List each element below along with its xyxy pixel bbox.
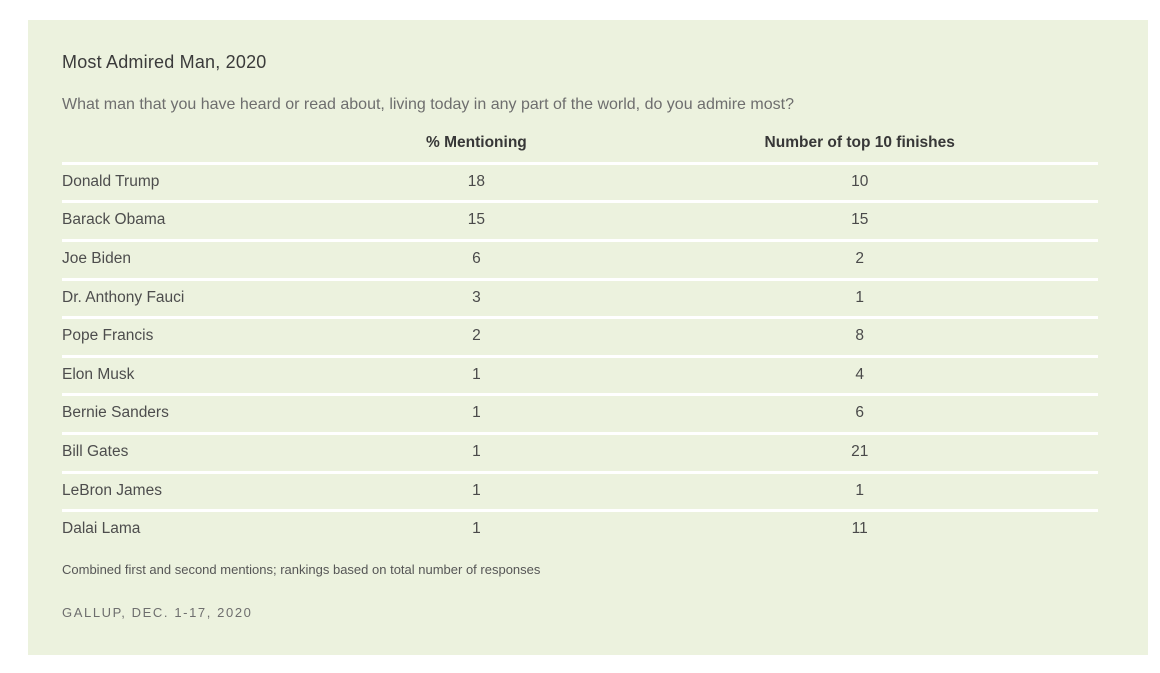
table-row: Donald Trump 18 10 — [62, 163, 1098, 202]
table-row: Dalai Lama 1 11 — [62, 510, 1098, 548]
top10-finishes-cell: 8 — [855, 327, 865, 345]
table-row: Pope Francis 2 8 — [62, 317, 1098, 357]
table-row: Joe Biden 6 2 — [62, 240, 1098, 279]
page-title: Most Admired Man, 2020 — [62, 52, 267, 72]
top10-finishes-cell: 1 — [855, 481, 865, 499]
table-row: Bernie Sanders 1 6 — [62, 394, 1098, 434]
person-name-cell: Dr. Anthony Fauci — [62, 288, 185, 306]
person-name-cell: Bill Gates — [62, 442, 129, 460]
column-header-pct-mentioning: % Mentioning — [426, 133, 527, 151]
table-row: Bill Gates 1 21 — [62, 433, 1098, 472]
pct-mentioning-cell: 18 — [467, 172, 486, 190]
column-header-name — [62, 134, 331, 164]
pct-mentioning-cell: 1 — [472, 520, 481, 538]
top10-finishes-cell: 6 — [855, 404, 865, 422]
table-row: Dr. Anthony Fauci 3 1 — [62, 279, 1098, 318]
top10-finishes-cell: 11 — [851, 520, 868, 538]
footnote: Combined first and second mentions; rank… — [62, 561, 541, 577]
person-name-cell: Joe Biden — [62, 249, 131, 267]
survey-question: What man that you have heard or read abo… — [62, 95, 794, 113]
table-row: LeBron James 1 1 — [62, 472, 1098, 511]
table-row: Barack Obama 15 15 — [62, 201, 1098, 241]
person-name-cell: Pope Francis — [62, 327, 154, 345]
table-header-row: % Mentioning Number of top 10 finishes — [62, 134, 1098, 164]
pct-mentioning-cell: 1 — [472, 481, 481, 499]
admired-man-table: % Mentioning Number of top 10 finishes D… — [62, 134, 1098, 548]
person-name-cell: Barack Obama — [62, 211, 166, 229]
pct-mentioning-cell: 1 — [472, 442, 481, 460]
top10-finishes-cell: 1 — [855, 288, 865, 306]
source-attribution: GALLUP, DEC. 1-17, 2020 — [62, 605, 253, 621]
top10-finishes-cell: 4 — [855, 365, 865, 383]
top10-finishes-cell: 21 — [851, 442, 869, 460]
table-row: Elon Musk 1 4 — [62, 356, 1098, 395]
person-name-cell: Dalai Lama — [62, 520, 141, 538]
person-name-cell: LeBron James — [62, 481, 162, 499]
top10-finishes-cell: 10 — [851, 172, 869, 190]
pct-mentioning-cell: 1 — [472, 404, 481, 422]
column-header-top10-finishes: Number of top 10 finishes — [764, 133, 955, 151]
top10-finishes-cell: 2 — [855, 249, 865, 267]
top10-finishes-cell: 15 — [851, 211, 869, 229]
pct-mentioning-cell: 2 — [472, 327, 481, 345]
most-admired-man-card: Most Admired Man, 2020 What man that you… — [28, 20, 1148, 655]
person-name-cell: Bernie Sanders — [62, 404, 169, 422]
pct-mentioning-cell: 3 — [472, 288, 481, 306]
person-name-cell: Donald Trump — [62, 172, 160, 190]
pct-mentioning-cell: 15 — [467, 211, 486, 229]
pct-mentioning-cell: 1 — [472, 365, 481, 383]
pct-mentioning-cell: 6 — [472, 249, 481, 267]
person-name-cell: Elon Musk — [62, 365, 135, 383]
